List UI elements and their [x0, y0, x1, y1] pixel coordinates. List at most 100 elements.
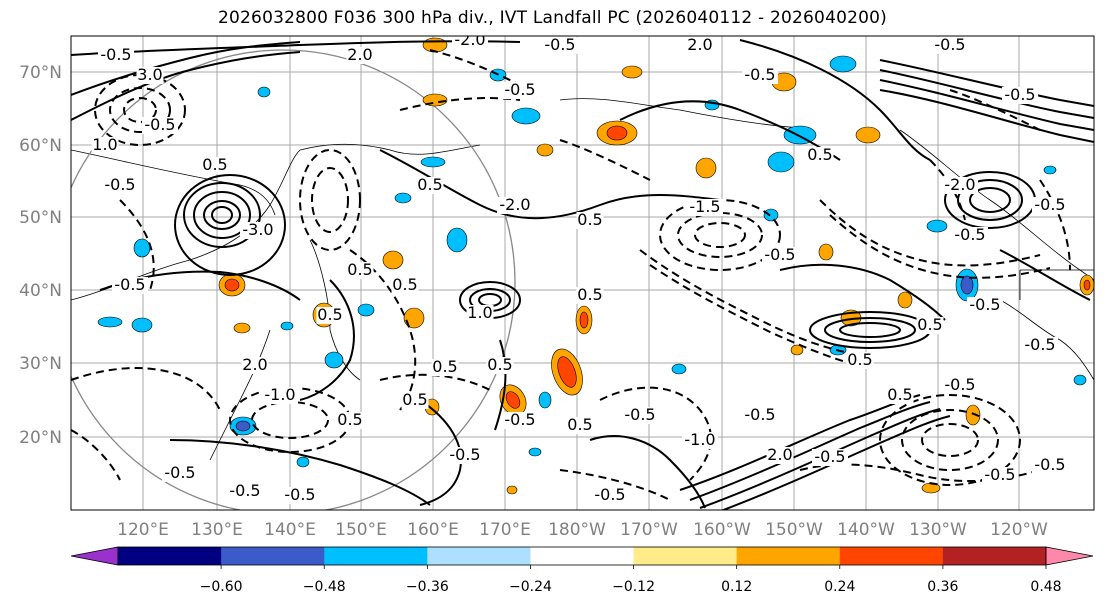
- contour-label: -0.5: [144, 115, 175, 134]
- colorbar: −0.60 −0.48 −0.36 −0.24 −0.12 0.12 0.24 0.36 0.4…: [70, 546, 1094, 595]
- divergence-shading: [97, 37, 1094, 495]
- colorbar-segment: [324, 547, 428, 565]
- contour-label-bg: [982, 467, 1018, 484]
- contour-label: -0.5: [100, 45, 131, 64]
- contour-label: -0.5: [1024, 335, 1055, 354]
- longitude-label: 160°W: [693, 520, 751, 540]
- colorbar-tick-label: −0.48: [303, 579, 346, 595]
- contour-label: -0.5: [594, 485, 625, 504]
- contour-label-bg: [316, 307, 344, 324]
- map-title: 2026032800 F036 300 hPa div., IVT Landfa…: [218, 8, 887, 28]
- contour-label-bg: [592, 487, 628, 504]
- contour-label: 0.5: [202, 155, 227, 174]
- contour-label: 0.5: [577, 285, 602, 304]
- contour-label: 0.5: [317, 305, 342, 324]
- contour-label-bg: [240, 222, 276, 239]
- contour-label-bg: [502, 82, 538, 99]
- colorbar-tick-label: −0.36: [406, 579, 449, 595]
- contour-label-bg: [1032, 457, 1068, 474]
- contour-label: -0.5: [104, 175, 135, 194]
- contour-label: -0.5: [229, 481, 260, 500]
- contour-label: -0.5: [504, 410, 535, 429]
- contour-label-bg: [932, 37, 968, 54]
- contour-label-bg: [682, 432, 718, 449]
- longitude-label: 120°W: [990, 520, 1048, 540]
- contour-label: 0.5: [337, 410, 362, 429]
- longitude-label: 160°E: [407, 520, 459, 540]
- contour-label-bg: [622, 407, 658, 424]
- contour-label-bg: [742, 407, 778, 424]
- contour-label-bg: [401, 392, 429, 409]
- contour-label-bg: [762, 247, 798, 264]
- longitude-label: 150°W: [765, 520, 823, 540]
- contour-label: 0.5: [487, 355, 512, 374]
- contour-label-bg: [91, 137, 119, 154]
- colorbar-segment: [839, 547, 944, 565]
- contour-label: -2.0: [499, 195, 530, 214]
- longitude-label: 130°E: [191, 520, 243, 540]
- colorbar-tick-label: −0.12: [612, 579, 655, 595]
- contour-label-bg: [416, 177, 444, 194]
- longitude-label: 120°E: [117, 520, 169, 540]
- contour-label: -0.5: [744, 405, 775, 424]
- contour-label: -0.5: [544, 35, 575, 54]
- contour-label: 1.0: [467, 303, 492, 322]
- contour-label-bg: [336, 412, 364, 429]
- coastlines: [71, 98, 1094, 461]
- contour-label: -0.5: [934, 35, 965, 54]
- contour-label-bg: [431, 359, 459, 376]
- colorbar-tick-label: −0.60: [200, 579, 243, 595]
- contour-label-bg: [112, 277, 148, 294]
- contour-label: -0.5: [984, 465, 1015, 484]
- latitude-label: 30°N: [19, 354, 62, 374]
- contour-label: 3.0: [137, 65, 162, 84]
- contour-label: -0.5: [944, 375, 975, 394]
- contour-label-bg: [566, 417, 594, 434]
- contour-label: 1.0: [92, 135, 117, 154]
- contour-label-bg: [346, 47, 374, 64]
- colorbar-segment: [118, 547, 222, 565]
- contour-label: -0.5: [164, 463, 195, 482]
- contour-label-bg: [812, 449, 848, 466]
- contour-label-bg: [502, 412, 538, 429]
- longitude-label: 130°W: [909, 520, 967, 540]
- contour-label-bg: [742, 67, 778, 84]
- contour-label: 0.5: [432, 357, 457, 376]
- longitude-labels: 120°E 130°E 140°E 150°E 160°E 170°E 180°W 170°W…: [117, 520, 1048, 540]
- contour-label: -0.5: [449, 445, 480, 464]
- contour-label-bg: [1032, 197, 1068, 214]
- contour-label: -0.5: [504, 80, 535, 99]
- contour-label: -0.5: [624, 405, 655, 424]
- map-plot-area: -0.5 3.0 -0.5 1.0 0.5 -0.5 -3.0 -0.5 0.5 0.5 0.5 2.…: [71, 35, 1094, 510]
- colorbar-extend-min: [70, 546, 119, 566]
- contour-label-bg: [1002, 87, 1038, 104]
- longitude-label: 150°E: [335, 520, 387, 540]
- longitude-label: 180°W: [548, 520, 606, 540]
- longitude-label: 170°E: [479, 520, 531, 540]
- contour-label-bg: [227, 483, 263, 500]
- longitude-label: 170°W: [620, 520, 678, 540]
- contour-label-bg: [916, 317, 944, 334]
- contour-label: -0.5: [1034, 455, 1065, 474]
- contour-label: 0.5: [577, 210, 602, 229]
- contour-label-bg: [576, 212, 604, 229]
- latitude-label: 20°N: [19, 428, 62, 448]
- colorbar-extend-max: [1045, 546, 1094, 566]
- contour-label-bg: [486, 357, 514, 374]
- colorbar-segment: [942, 547, 1047, 565]
- colorbar-tick-label: −0.24: [509, 579, 552, 595]
- colorbar-tick-label: 0.12: [721, 579, 752, 595]
- contour-label: 0.5: [567, 415, 592, 434]
- colorbar-segment: [633, 547, 738, 565]
- contour-label-bg: [942, 377, 978, 394]
- contour-label-bg: [886, 387, 914, 404]
- contour-label-bg: [391, 277, 419, 294]
- latitude-label: 40°N: [19, 281, 62, 301]
- contour-label-bg: [1022, 337, 1058, 354]
- longitude-label: 140°E: [264, 520, 316, 540]
- contour-label-bg: [466, 305, 494, 322]
- contour-label: 0.5: [807, 145, 832, 164]
- contour-label-bg: [766, 447, 794, 464]
- contour-label-bg: [346, 262, 374, 279]
